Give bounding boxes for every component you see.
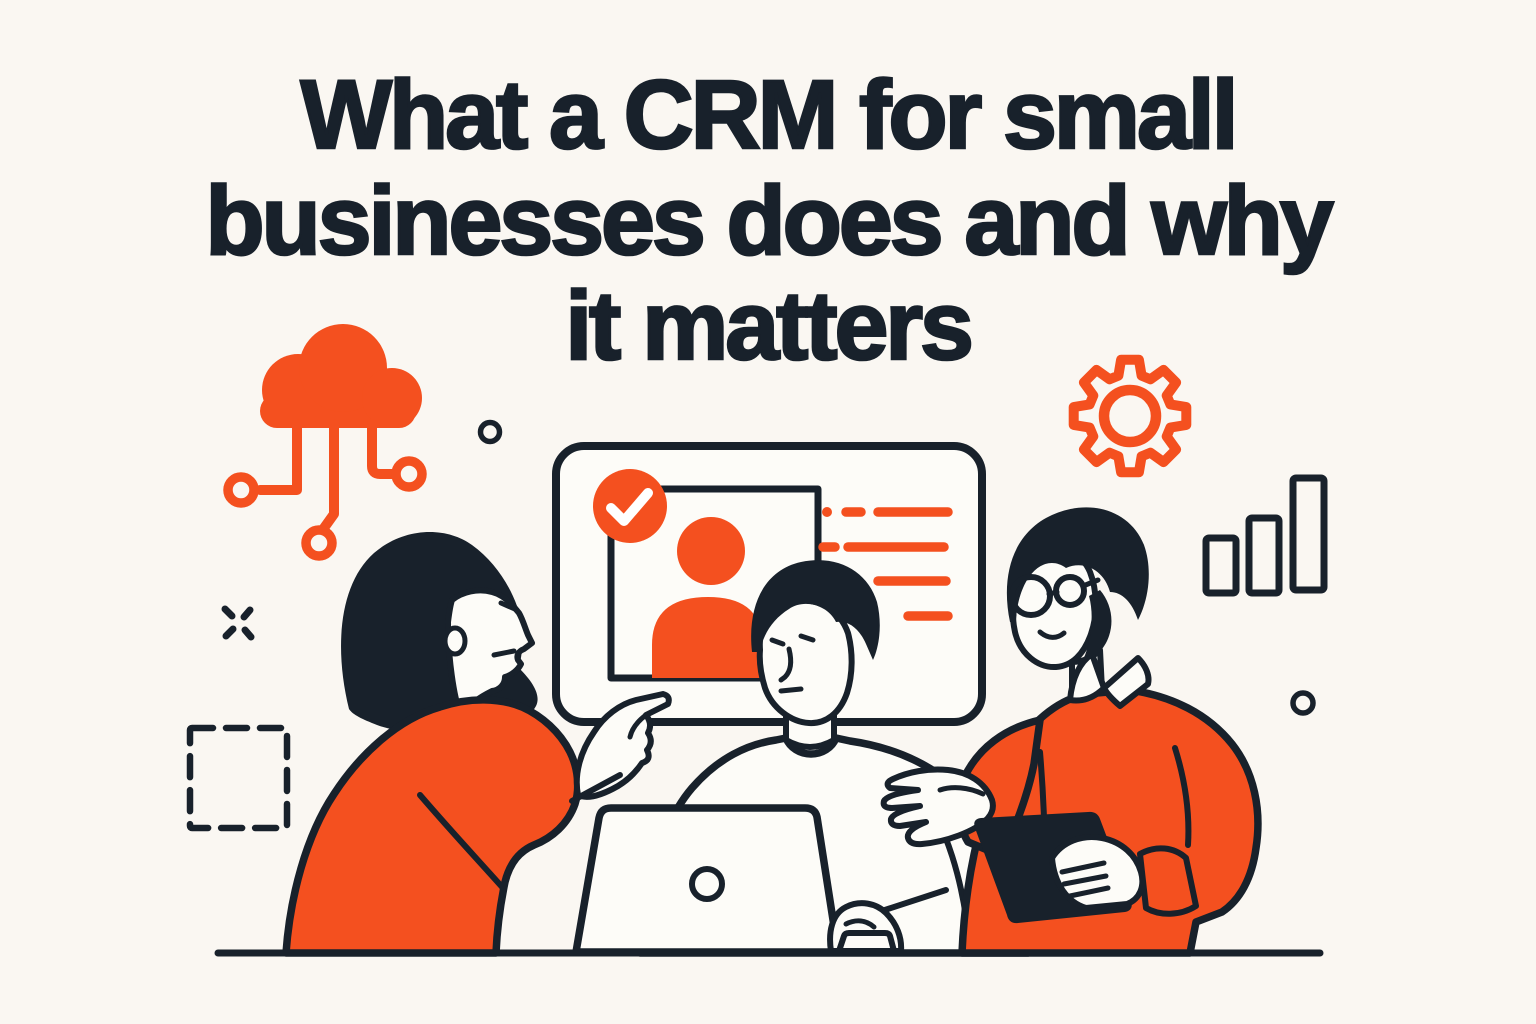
right-man-sideburn (1083, 590, 1112, 660)
dashed-square-shape (186, 724, 291, 832)
glasses-icon (1009, 574, 1101, 618)
cup (836, 930, 897, 954)
title-line-2: businesses does and why (204, 165, 1335, 275)
man-with-tablet (880, 507, 1262, 957)
contact-profile-icon (652, 517, 762, 678)
cloud-network-icon (223, 324, 427, 561)
laptop-logo (689, 866, 725, 902)
bar-chart-icon (1202, 474, 1328, 597)
gear-icon (1068, 354, 1192, 478)
page-title: What a CRM for small businesses does and… (0, 60, 1536, 381)
title-line-1: What a CRM for small (299, 60, 1240, 169)
checkmark-badge-icon (593, 469, 667, 543)
dot-circle-top (477, 419, 503, 445)
contact-detail-lines (818, 507, 953, 621)
woman-ear (442, 625, 468, 657)
right-man-hair (1006, 507, 1149, 622)
dot-circle-right (1290, 690, 1316, 716)
sparkle-ticks-shape (221, 605, 255, 641)
right-man-collar (1067, 651, 1152, 709)
title-line-3: it matters (564, 271, 975, 381)
laptop (572, 804, 842, 956)
woman-face (445, 587, 535, 715)
woman-pointing-hand (573, 691, 672, 800)
woman-pointing (282, 531, 672, 957)
woman-body (282, 696, 582, 957)
right-man-cuff (1137, 845, 1199, 917)
center-man-hair (751, 560, 880, 660)
